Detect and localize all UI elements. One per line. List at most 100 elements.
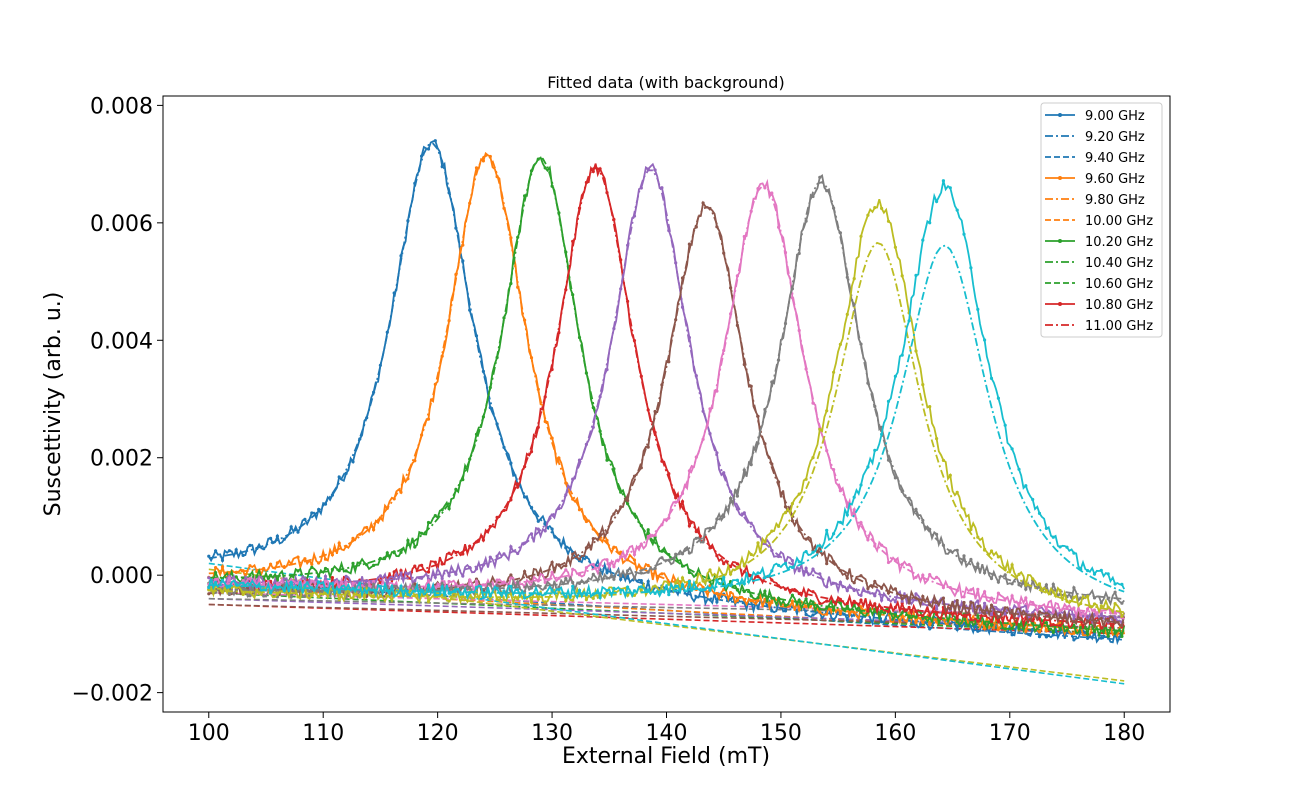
- data-point: [399, 254, 403, 258]
- data-point: [289, 578, 293, 582]
- data-point: [832, 581, 836, 585]
- data-point: [516, 588, 520, 592]
- data-point: [351, 586, 355, 590]
- data-point: [1003, 606, 1007, 610]
- data-point: [735, 598, 740, 603]
- data-point: [529, 450, 534, 454]
- data-point: [344, 587, 348, 591]
- data-point: [983, 571, 987, 575]
- data-point: [1120, 601, 1124, 605]
- data-point: [859, 342, 863, 346]
- data-point: [694, 225, 698, 229]
- data-point: [928, 616, 932, 620]
- data-point: [337, 590, 341, 594]
- data-point: [399, 569, 403, 573]
- data-point: [289, 574, 293, 578]
- data-point: [351, 460, 355, 464]
- data-point: [234, 570, 238, 575]
- data-point: [701, 588, 705, 592]
- x-tick-label: 120: [417, 721, 459, 746]
- data-point: [330, 576, 334, 580]
- data-point: [845, 589, 849, 593]
- data-point: [262, 547, 266, 551]
- data-point: [1051, 630, 1055, 634]
- data-point: [523, 541, 527, 545]
- data-point: [1065, 628, 1069, 632]
- data-point: [550, 184, 554, 188]
- data-point: [275, 592, 279, 596]
- data-point: [880, 609, 884, 614]
- data-point: [742, 511, 746, 515]
- data-point: [969, 557, 973, 562]
- data-point: [866, 213, 870, 217]
- data-point: [660, 523, 664, 527]
- data-point: [962, 614, 966, 618]
- data-point: [687, 336, 692, 340]
- data-point: [303, 577, 307, 581]
- data-point: [399, 550, 403, 555]
- data-point: [893, 587, 898, 591]
- data-point: [207, 588, 211, 592]
- data-point: [372, 528, 376, 532]
- data-point: [866, 586, 870, 591]
- data-point: [852, 581, 856, 585]
- data-point: [742, 582, 746, 586]
- data-point: [976, 604, 980, 609]
- data-point: [1099, 636, 1103, 640]
- data-point: [289, 562, 293, 566]
- fit-line: [208, 184, 1125, 616]
- data-point: [694, 455, 698, 459]
- data-point: [790, 519, 795, 523]
- data-point: [1024, 629, 1028, 633]
- data-point: [893, 374, 898, 378]
- data-point: [1092, 602, 1097, 606]
- data-point: [605, 558, 609, 562]
- data-point: [207, 586, 211, 590]
- data-point: [310, 579, 314, 583]
- data-point: [674, 318, 678, 322]
- data-point: [660, 186, 664, 190]
- data-point: [1037, 582, 1042, 586]
- data-point: [474, 334, 479, 338]
- data-point: [701, 540, 705, 544]
- data-point: [996, 396, 1001, 400]
- data-point: [914, 349, 918, 353]
- data-point: [1106, 597, 1110, 601]
- data-point: [323, 566, 328, 571]
- data-point: [722, 471, 726, 475]
- data-point: [770, 529, 774, 533]
- data-point: [749, 552, 753, 557]
- legend-label: 9.80 GHz: [1085, 193, 1145, 208]
- data-point: [729, 591, 733, 595]
- data-point: [948, 607, 952, 611]
- data-point: [509, 576, 513, 580]
- data-point: [1031, 613, 1035, 617]
- data-point: [976, 562, 980, 566]
- data-point: [770, 596, 774, 600]
- data-point: [1010, 633, 1014, 637]
- data-point: [777, 524, 781, 529]
- data-point: [886, 560, 891, 565]
- data-point: [378, 594, 382, 598]
- data-point: [639, 186, 643, 190]
- data-point: [1092, 608, 1097, 612]
- legend-label: 9.60 GHz: [1085, 172, 1145, 187]
- data-point: [296, 555, 300, 559]
- data-point: [241, 553, 245, 558]
- data-point: [420, 563, 424, 568]
- data-point: [1051, 535, 1055, 539]
- data-point: [303, 584, 307, 588]
- data-point: [708, 526, 712, 531]
- data-point: [756, 187, 760, 191]
- data-point: [804, 550, 808, 554]
- data-point: [1058, 588, 1062, 593]
- data-point: [900, 611, 904, 615]
- data-point: [969, 624, 973, 628]
- data-point: [1044, 635, 1048, 639]
- data-point: [413, 582, 417, 586]
- data-point: [790, 502, 795, 506]
- data-point: [317, 507, 321, 512]
- data-point: [900, 597, 904, 601]
- data-point: [1031, 577, 1035, 581]
- data-point: [1037, 625, 1042, 629]
